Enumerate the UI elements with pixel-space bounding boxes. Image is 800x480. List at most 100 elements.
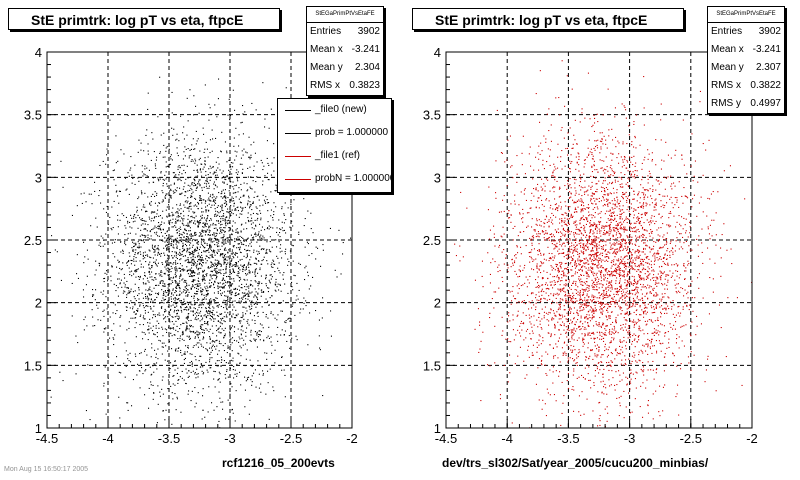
- right-scatter-point: [551, 253, 553, 255]
- left-scatter-point: [242, 237, 244, 239]
- left-scatter-point: [182, 210, 184, 212]
- left-scatter-point: [191, 360, 193, 362]
- left-scatter-point: [174, 297, 176, 299]
- left-scatter-point: [166, 249, 168, 251]
- left-scatter-point: [158, 235, 160, 237]
- left-scatter-point: [214, 318, 216, 320]
- left-scatter-point: [251, 227, 253, 229]
- left-scatter-point: [298, 289, 300, 291]
- left-scatter-point: [238, 280, 240, 282]
- left-scatter-point: [291, 220, 293, 222]
- left-scatter-point: [228, 212, 230, 214]
- left-scatter-point: [205, 273, 207, 275]
- left-scatter-point: [274, 349, 276, 351]
- left-scatter-point: [203, 251, 205, 253]
- right-scatter-point: [515, 273, 517, 275]
- left-scatter-point: [127, 172, 129, 174]
- left-scatter-point: [234, 208, 236, 210]
- right-scatter-point: [709, 277, 711, 279]
- left-scatter-point: [237, 328, 239, 330]
- left-scatter-point: [162, 192, 164, 194]
- left-scatter-point: [186, 325, 188, 327]
- left-scatter-point: [225, 300, 227, 302]
- left-scatter-point: [216, 271, 218, 273]
- left-scatter-point: [177, 298, 179, 300]
- right-scatter-plot: -4.5 -4 -3.5 -3 -2.5 -211.522.533.54: [423, 45, 758, 446]
- right-scatter-point: [629, 388, 631, 390]
- left-scatter-point: [192, 211, 194, 213]
- right-scatter-point: [595, 274, 597, 276]
- right-scatter-point: [649, 285, 651, 287]
- right-scatter-point: [664, 254, 666, 256]
- left-scatter-point: [155, 353, 157, 355]
- left-scatter-point: [205, 328, 207, 330]
- left-scatter-point: [193, 259, 195, 261]
- left-scatter-point: [203, 230, 205, 232]
- left-scatter-point: [245, 380, 247, 382]
- left-scatter-point: [216, 406, 218, 408]
- left-scatter-point: [205, 174, 207, 176]
- left-scatter-point: [138, 180, 140, 182]
- left-scatter-point: [209, 226, 211, 228]
- left-scatter-point: [195, 232, 197, 234]
- left-scatter-point: [287, 264, 289, 266]
- left-scatter-point: [151, 217, 153, 219]
- left-scatter-point: [201, 257, 203, 259]
- left-scatter-point: [249, 204, 251, 206]
- left-scatter-point: [169, 319, 171, 321]
- left-scatter-point: [191, 196, 193, 198]
- right-scatter-point: [594, 169, 596, 171]
- left-scatter-point: [305, 300, 307, 302]
- left-scatter-point: [224, 192, 226, 194]
- left-scatter-point: [228, 285, 230, 287]
- left-scatter-point: [177, 309, 179, 311]
- left-scatter-point: [191, 144, 193, 146]
- left-scatter-point: [186, 207, 188, 209]
- left-scatter-point: [215, 210, 217, 212]
- left-scatter-point: [215, 270, 217, 272]
- left-scatter-point: [223, 261, 225, 263]
- left-scatter-point: [255, 225, 257, 227]
- left-scatter-point: [248, 285, 250, 287]
- left-scatter-point: [173, 255, 175, 257]
- left-scatter-point: [196, 220, 198, 222]
- right-scatter-point: [474, 279, 476, 281]
- right-scatter-point: [490, 262, 492, 264]
- left-scatter-point: [204, 242, 206, 244]
- left-scatter-point: [154, 316, 156, 318]
- right-scatter-point: [591, 294, 593, 296]
- left-scatter-point: [241, 326, 243, 328]
- left-scatter-point: [141, 292, 143, 294]
- left-scatter-point: [270, 312, 272, 314]
- left-scatter-point: [238, 285, 240, 287]
- left-scatter-point: [194, 162, 196, 164]
- left-scatter-point: [215, 202, 217, 204]
- left-scatter-point: [225, 271, 227, 273]
- left-scatter-point: [179, 253, 181, 255]
- left-scatter-point: [219, 205, 221, 207]
- left-scatter-point: [200, 315, 202, 317]
- left-scatter-point: [267, 263, 269, 265]
- left-scatter-point: [219, 313, 221, 315]
- left-scatter-point: [303, 297, 305, 299]
- right-scatter-point: [588, 153, 590, 155]
- left-scatter-point: [250, 241, 252, 243]
- right-scatter-point: [640, 289, 642, 291]
- left-scatter-point: [253, 196, 255, 198]
- left-scatter-point: [204, 314, 206, 316]
- left-scatter-point: [262, 235, 264, 237]
- left-scatter-point: [172, 257, 174, 259]
- right-scatter-point: [620, 363, 622, 365]
- left-scatter-point: [185, 288, 187, 290]
- left-scatter-point: [133, 249, 135, 251]
- left-scatter-point: [183, 289, 185, 291]
- right-scatter-point: [582, 291, 584, 293]
- right-scatter-point: [594, 289, 596, 291]
- left-scatter-point: [278, 302, 280, 304]
- right-scatter-point: [541, 199, 543, 201]
- left-scatter-point: [133, 215, 135, 217]
- left-scatter-point: [135, 300, 137, 302]
- left-scatter-point: [124, 291, 126, 293]
- right-scatter-point: [675, 240, 677, 242]
- left-scatter-point: [255, 258, 257, 260]
